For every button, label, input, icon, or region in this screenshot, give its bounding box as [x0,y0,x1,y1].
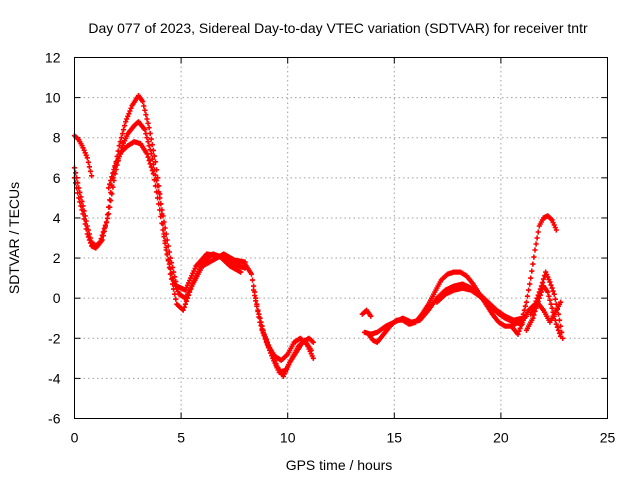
data-series-trace-g [259,327,316,363]
data-series-trace-a [71,93,248,313]
plot-frame [74,57,608,419]
y-tick-label: -2 [48,330,61,346]
x-tick-label: 0 [71,430,79,446]
y-tick-label: 10 [45,90,61,106]
axis-ticks: 0 5 10 15 20 25 -6 -4 -2 0 2 4 6 8 10 12 [45,50,616,446]
x-axis-label: GPS time / hours [286,457,393,473]
data-series-trace-c [106,139,248,301]
data-series-trace-b [71,119,244,293]
chart-title: Day 077 of 2023, Sidereal Day-to-day VTE… [88,20,588,36]
x-tick-label: 25 [600,430,616,446]
y-tick-label: 4 [53,210,61,226]
grid-lines [74,57,608,419]
y-axis-label: SDTVAR / TECUs [6,182,22,294]
y-tick-label: 2 [53,250,61,266]
y-tick-label: 8 [53,130,61,146]
x-tick-label: 20 [493,430,509,446]
y-tick-label: 6 [53,170,61,186]
y-tick-label: -4 [48,370,61,386]
x-tick-label: 15 [387,430,403,446]
x-tick-label: 5 [177,430,185,446]
y-tick-label: 12 [45,50,61,66]
data-series-trace-j [434,285,525,327]
plot-area [71,93,566,379]
data-series-trace-i [361,281,525,337]
data-series-trace-k [359,307,374,319]
data-series-trace-h [366,269,530,345]
y-tick-label: 0 [53,290,61,306]
data-series-trace-o [528,299,564,325]
y-tick-label: -6 [48,411,61,427]
x-tick-label: 10 [280,430,296,446]
